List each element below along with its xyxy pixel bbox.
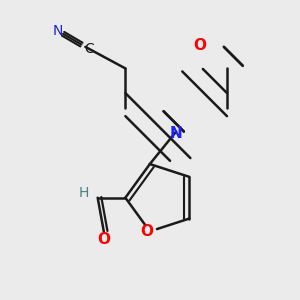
Text: C: C [84,42,94,56]
Text: O: O [97,232,110,247]
Text: H: H [79,186,89,200]
Text: N: N [170,126,182,141]
Text: O: O [193,38,206,53]
Text: N: N [52,24,63,38]
Text: O: O [140,224,153,239]
